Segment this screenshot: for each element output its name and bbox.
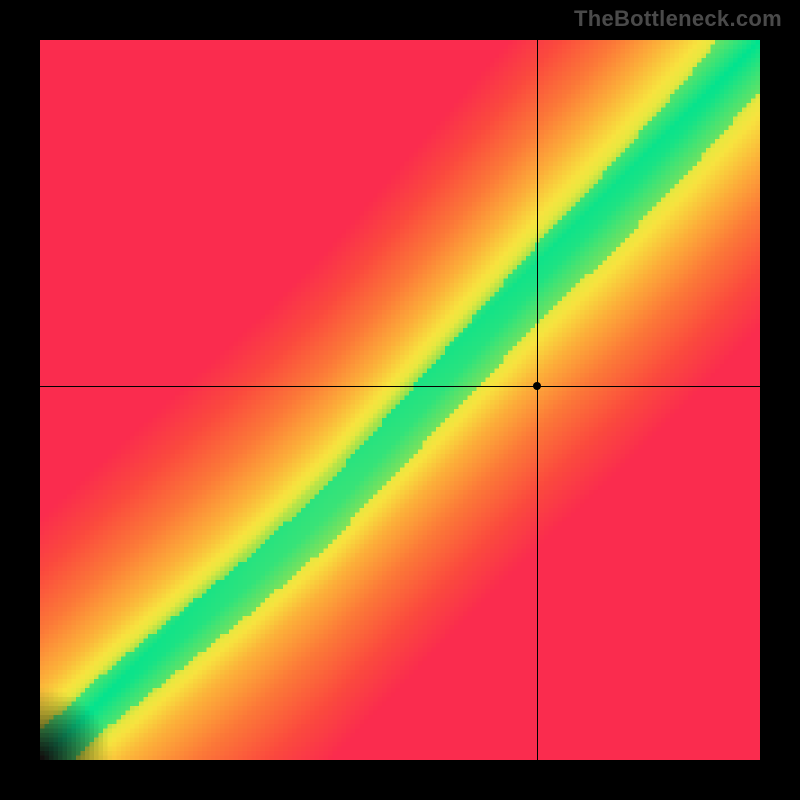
heatmap-canvas <box>40 40 760 760</box>
crosshair-vertical <box>537 40 538 760</box>
heatmap-plot <box>40 40 760 760</box>
watermark-text: TheBottleneck.com <box>574 6 782 32</box>
crosshair-horizontal <box>40 386 760 387</box>
chart-container: TheBottleneck.com <box>0 0 800 800</box>
marker-dot <box>533 382 541 390</box>
